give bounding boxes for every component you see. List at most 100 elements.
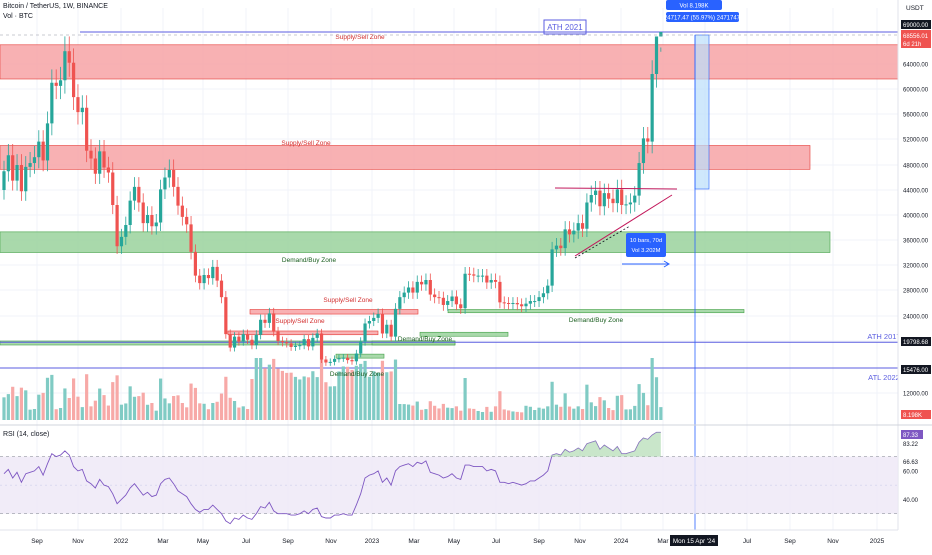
candle-body (389, 324, 393, 337)
candle-body (224, 297, 228, 335)
candle-body (467, 273, 472, 275)
candle-body (15, 165, 19, 181)
volume-bar (489, 411, 493, 420)
price-tick: 12000.00 (903, 392, 929, 398)
candle-body (393, 308, 398, 337)
volume-bar (298, 379, 302, 420)
candle-body (263, 319, 267, 323)
price-tick: 56000.00 (903, 113, 929, 119)
rsi-tick: 66.63 (903, 460, 919, 466)
volume-bar (511, 411, 515, 420)
volume-bar (537, 407, 541, 420)
candle-body (89, 150, 93, 159)
volume-bar (567, 406, 572, 420)
ath-2021-label: ATH 2021 (547, 23, 583, 32)
supply-zone (227, 330, 379, 336)
rsi-value-label: 87.33 (903, 433, 919, 439)
supply-zone-label: Supply/Sell Zone (275, 318, 325, 325)
volume-bar (602, 400, 606, 420)
volume-bar (554, 404, 559, 420)
candle-body (524, 303, 528, 307)
volume-bar (180, 403, 184, 420)
volume-bar (380, 360, 385, 420)
candle-body (324, 359, 328, 363)
time-tick: Jul (492, 538, 501, 545)
volume-bar (24, 390, 28, 420)
time-tick: 2024 (614, 538, 629, 545)
candle-body (433, 294, 437, 298)
volume-bar (45, 377, 50, 420)
volume-bar (219, 393, 224, 420)
candle-body (537, 297, 541, 302)
candle-body (611, 198, 615, 204)
candle-body (489, 280, 493, 283)
candle-body (420, 281, 424, 285)
candle-body (463, 273, 467, 309)
volume-bar (485, 406, 489, 420)
volume-bar (115, 375, 119, 420)
volume-bar (37, 394, 41, 420)
volume-bar (498, 391, 502, 420)
candle-body (628, 202, 632, 205)
volume-bar (172, 396, 176, 420)
price-tick: 48000.00 (903, 164, 929, 170)
time-tick: 2025 (870, 538, 885, 545)
candle-body (137, 186, 141, 203)
candle-body (76, 97, 80, 113)
candle-body (406, 287, 411, 293)
volume-bar (607, 408, 611, 420)
candle-body (63, 51, 67, 81)
time-tick: Sep (282, 538, 294, 545)
candle-body (124, 225, 128, 237)
candle-body (641, 138, 646, 164)
price-range-tag-2 (666, 12, 739, 22)
volume-bar (415, 401, 419, 420)
volume-bar (333, 386, 337, 420)
volume-bar (533, 410, 537, 420)
candle-body (315, 333, 319, 338)
price-tick: 32000.00 (903, 264, 929, 270)
candle-body (272, 313, 276, 332)
candle-body (2, 171, 6, 190)
volume-bar (198, 403, 202, 420)
volume-bar (150, 403, 154, 420)
volume-bar (541, 408, 545, 420)
candle-body (372, 317, 376, 321)
volume-bar (154, 410, 158, 420)
candle-body (402, 292, 406, 298)
candle-body (554, 245, 559, 250)
candle-body (598, 190, 602, 207)
volume-bar (93, 400, 97, 420)
supply-zone-label: Supply/Sell Zone (335, 34, 385, 41)
time-tick: 2022 (114, 538, 129, 545)
volume-tag (901, 410, 931, 419)
candle-body (241, 334, 245, 342)
price-tick: 40000.00 (903, 214, 929, 220)
candle-body (259, 319, 263, 335)
candle-body (193, 251, 197, 276)
candle-body (498, 281, 502, 303)
candle-body (441, 297, 445, 305)
demand-zone-label: Demand/Buy Zone (569, 317, 624, 324)
volume-bar (167, 403, 171, 420)
candle-body (502, 302, 506, 304)
candle-body (176, 186, 180, 206)
price-range-value: 24717.47 (55.97%) 2471747 (664, 16, 741, 22)
candle-body (154, 222, 158, 227)
candle-body (72, 62, 76, 98)
candle-body (446, 301, 450, 305)
candle-body (24, 166, 28, 192)
candle-body (132, 186, 137, 201)
volume-bar (285, 372, 289, 420)
candle-body (172, 170, 176, 187)
volume-bar (76, 396, 80, 420)
time-tick: Nov (72, 538, 84, 545)
volume-bar (232, 401, 237, 420)
volume-bar (137, 396, 141, 420)
candle-body (333, 358, 337, 362)
candle-body (85, 107, 89, 151)
volume-bar (72, 378, 76, 420)
volume-bar (354, 365, 358, 420)
date-range-arrowhead (663, 260, 670, 268)
